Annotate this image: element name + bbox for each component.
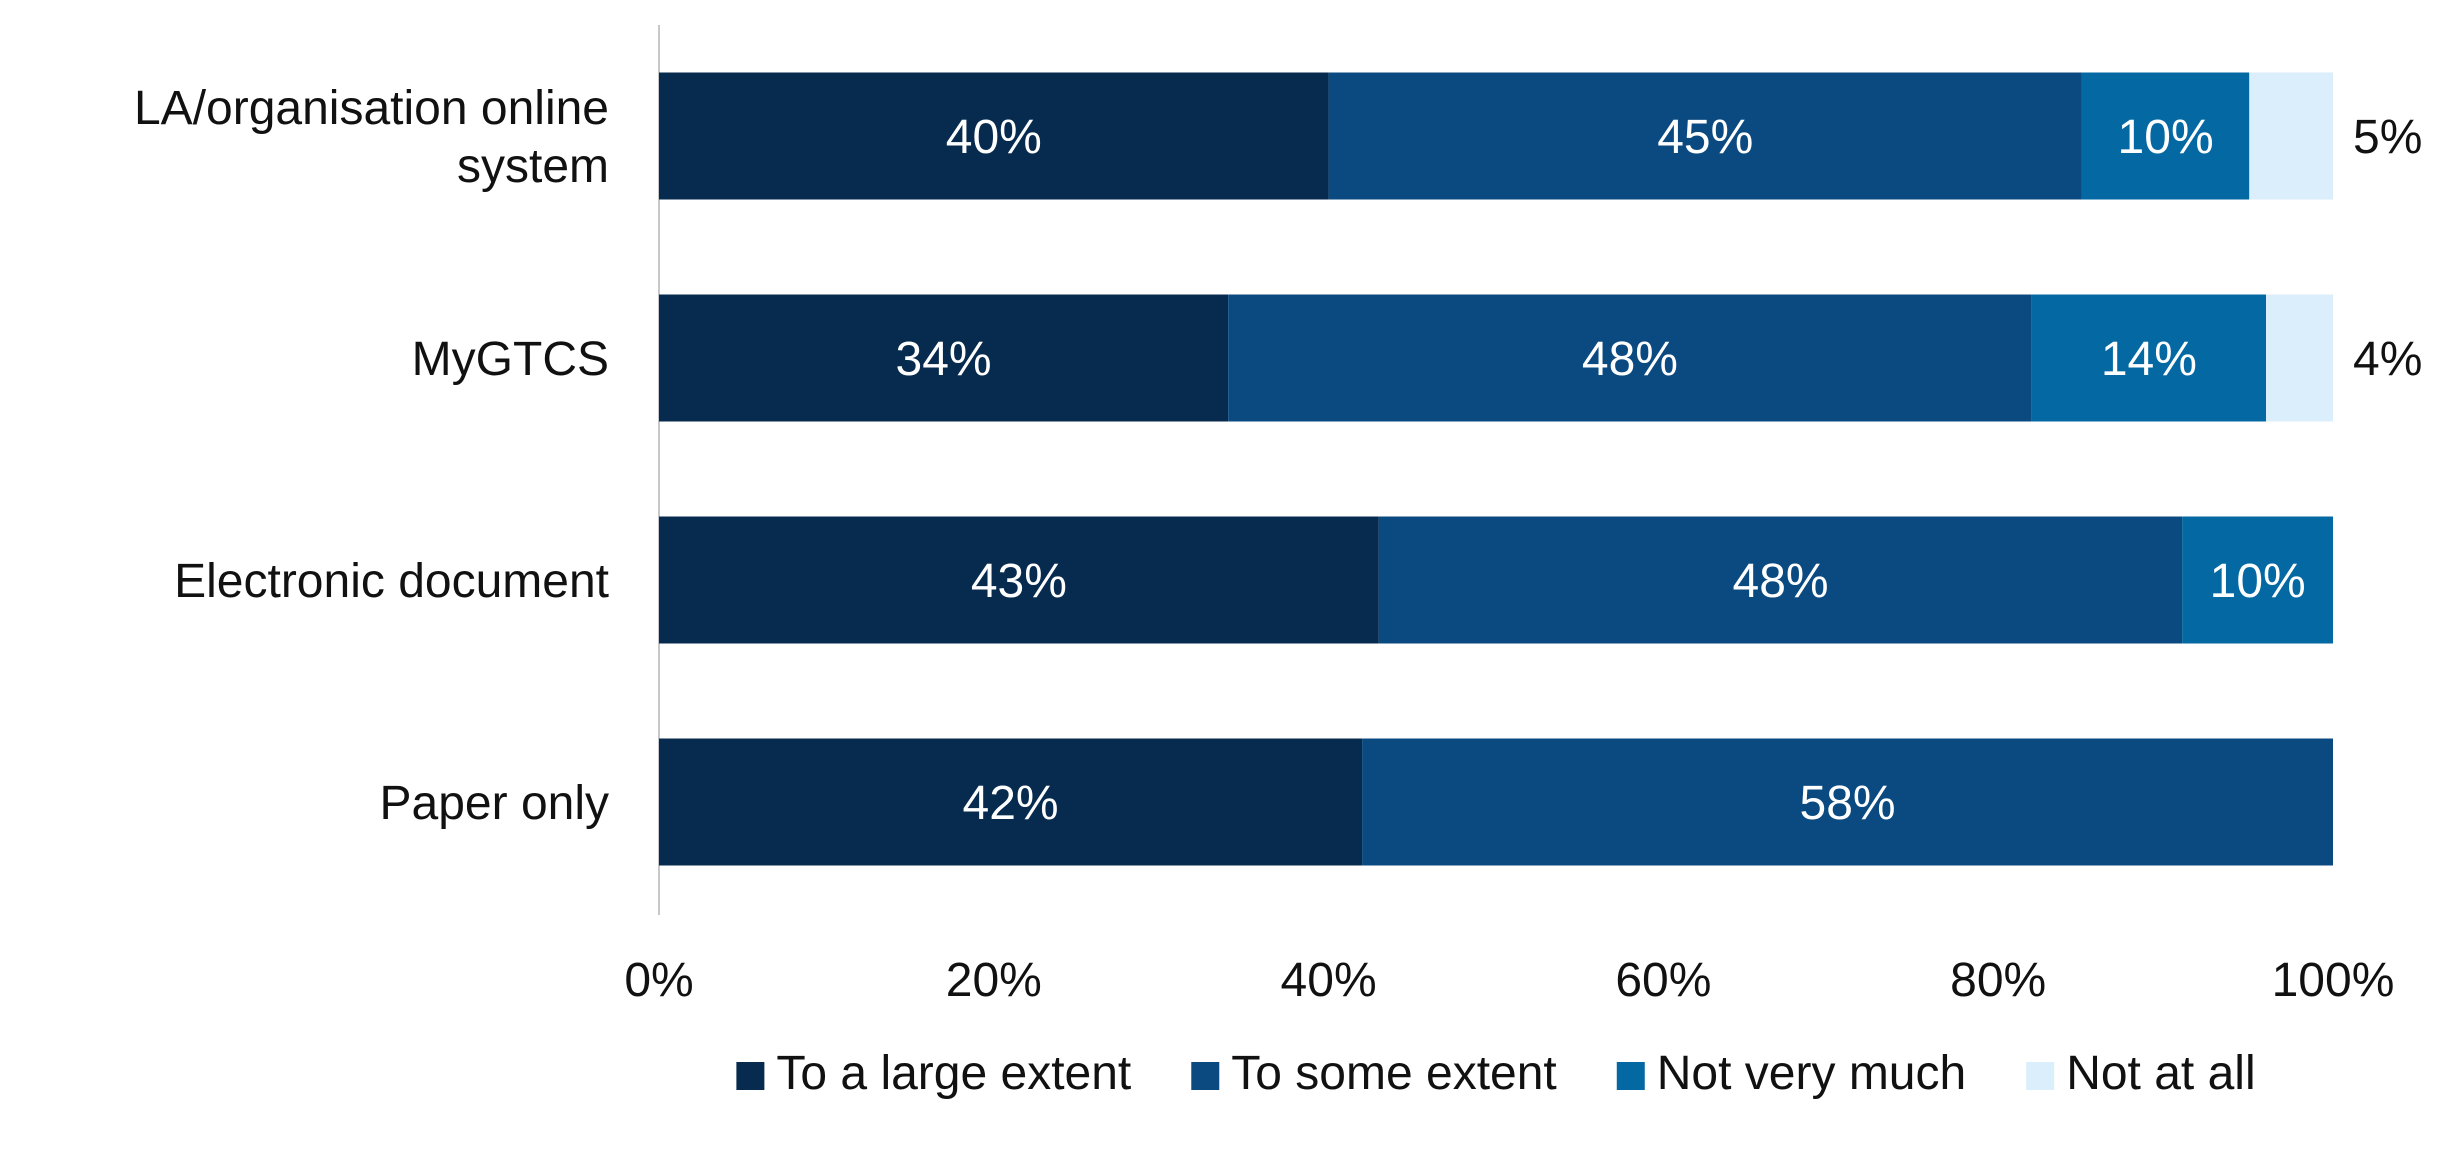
legend-label: To a large extent [776, 1047, 1131, 1100]
bar-data-label: 48% [1733, 555, 1829, 608]
legend: To a large extent To some extent Not very … [736, 1047, 2256, 1100]
bar-data-label: 10% [2210, 555, 2306, 608]
category-label: MyGTCS [412, 333, 609, 386]
bar-segment [2081, 72, 2250, 200]
category-label: LA/organisation online system [134, 82, 609, 193]
x-tick-label: 100% [2272, 954, 2395, 1007]
bar-data-label: 34% [896, 333, 992, 386]
legend-label: To some extent [1231, 1047, 1557, 1100]
bar-data-label: 43% [971, 555, 1067, 608]
bar-segment [659, 294, 1229, 422]
bar-segment [659, 72, 1329, 200]
category-label: Paper only [380, 777, 609, 830]
bar-segment [2249, 72, 2333, 200]
legend-label: Not at all [2066, 1047, 2255, 1100]
legend-swatch [2026, 1062, 2055, 1090]
x-tick-label: 0% [624, 954, 693, 1007]
bar-segment [1228, 294, 2032, 422]
bar-data-label: 40% [946, 111, 1042, 164]
x-tick-label: 80% [1950, 954, 2046, 1007]
x-axis-ticks: 0% 20% 40% 60% 80% 100% [624, 954, 2394, 1007]
bar-segment [2266, 294, 2333, 422]
legend-swatch [1616, 1062, 1645, 1090]
legend-swatch [736, 1062, 765, 1090]
bar-segment [2182, 516, 2333, 644]
bar-segment [2031, 294, 2267, 422]
category-labels: LA/organisation online system MyGTCS Electr… [134, 82, 609, 830]
bar-segment [1328, 72, 2082, 200]
bar-segment [659, 738, 1363, 866]
bar-data-label: 10% [2118, 111, 2214, 164]
legend-swatch [1191, 1062, 1220, 1090]
bar-data-label: 42% [963, 777, 1059, 830]
x-tick-label: 40% [1281, 954, 1377, 1007]
bar-data-label: 48% [1582, 333, 1678, 386]
bar-data-label: 14% [2101, 333, 2197, 386]
bar-segment [1378, 516, 2183, 644]
x-tick-label: 20% [946, 954, 1042, 1007]
bar-data-label: 45% [1657, 111, 1753, 164]
bars-layer: 40% 45% 10% 5% 34% 48% 14% 4% 43% 48% 10% 42% 58% [658, 25, 2422, 915]
bar-data-label: 4% [2353, 333, 2422, 386]
bar-segment [1362, 738, 2333, 866]
bar-data-label: 58% [1800, 777, 1896, 830]
legend-label: Not very much [1657, 1047, 1966, 1100]
x-tick-label: 60% [1615, 954, 1711, 1007]
category-label: Electronic document [174, 555, 609, 608]
bar-data-label: 5% [2353, 111, 2422, 164]
bar-segment [659, 516, 1379, 644]
